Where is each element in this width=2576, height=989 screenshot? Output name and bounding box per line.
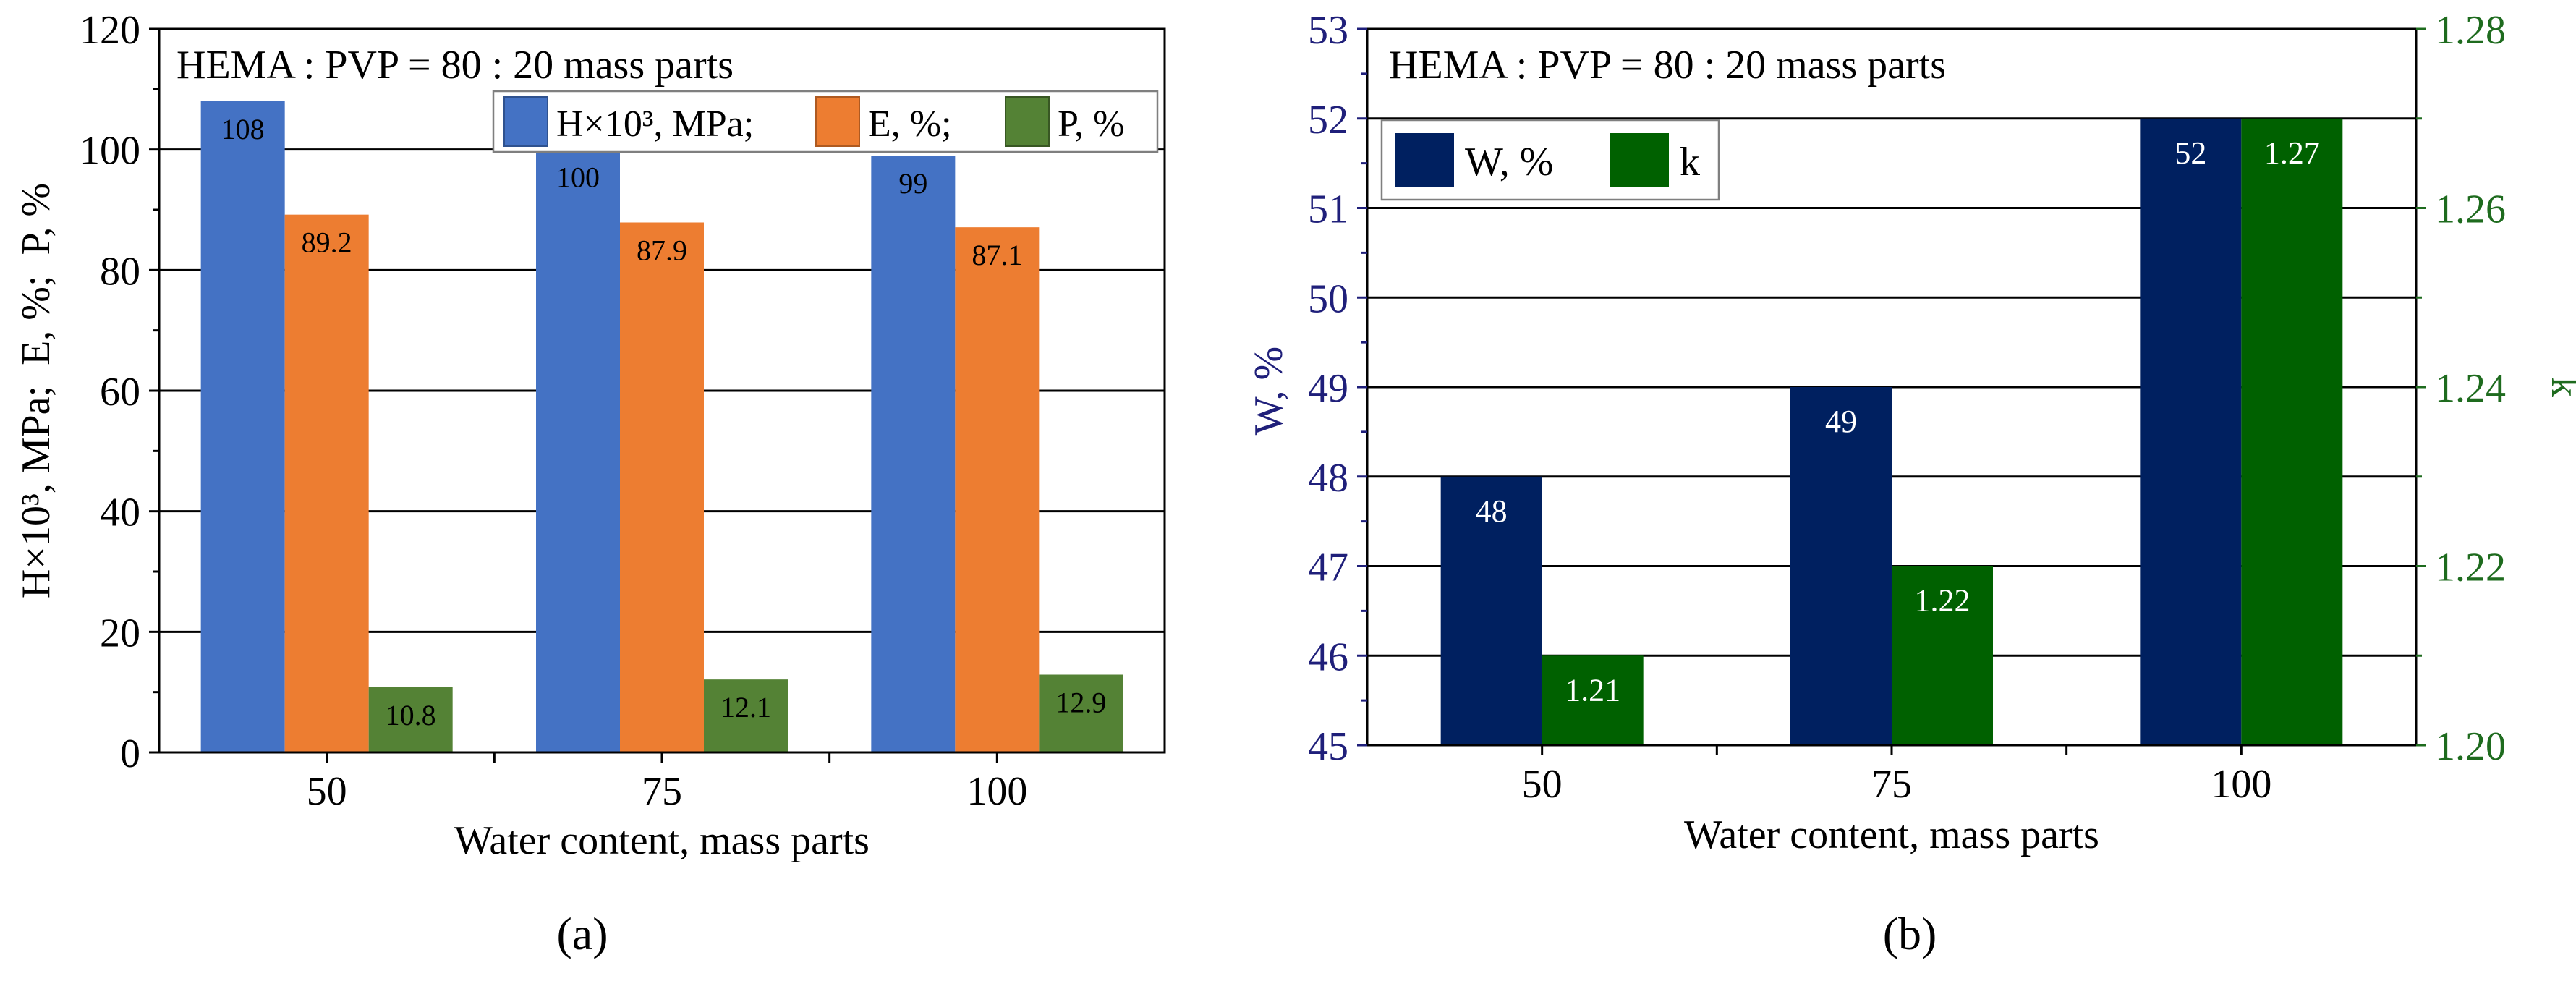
- y-tick-label: 0: [120, 731, 140, 776]
- y-tick-label-left: 50: [1308, 276, 1348, 321]
- bar-data-labels: 48 1.21 49 1.22 52 1.27: [1476, 135, 2320, 708]
- bar-p-100: [1039, 674, 1123, 752]
- bar-data-labels: 108 89.2 10.8 100 87.9 12.1 99 87.1 12.9: [221, 113, 1107, 731]
- bar-value-label: 87.1: [972, 239, 1022, 271]
- y-tick-label-left: 49: [1308, 366, 1348, 411]
- x-tick-label: 75: [1871, 762, 1912, 807]
- y-tick-label-right: 1.22: [2435, 546, 2506, 590]
- bar-p-50: [368, 687, 453, 752]
- panel-caption-a: (a): [556, 908, 608, 959]
- legend-label-h: H×10³, MPa;: [556, 103, 754, 145]
- chart-title: HEMA : PVP = 80 : 20 mass parts: [177, 43, 734, 88]
- bar-k-50: [1542, 655, 1644, 745]
- legend: W, % k: [1380, 119, 1720, 201]
- legend-label-k: k: [1680, 140, 1700, 184]
- bar-value-label: 1.27: [2264, 135, 2320, 171]
- bar-w-50: [1440, 476, 1542, 745]
- y-axis-ticks-left: 45 46 47 48 49 50 51 52 53: [1308, 8, 1367, 769]
- x-tick-label: 50: [1522, 762, 1563, 807]
- bar-h-10-mpa-50: [200, 101, 285, 752]
- bar-w-75: [1790, 387, 1892, 745]
- bar-w-100: [2140, 118, 2242, 745]
- bar-group: [200, 101, 1123, 753]
- y-tick-label-left: 48: [1308, 456, 1348, 501]
- legend-swatch-h: [503, 96, 548, 147]
- legend-swatch-p: [1005, 96, 1050, 147]
- bar-value-label: 49: [1825, 404, 1857, 439]
- bar-value-label: 1.22: [1915, 583, 1971, 619]
- bar-k-100: [2241, 118, 2343, 745]
- x-axis-title: Water content, mass parts: [454, 818, 870, 863]
- legend-label-w: W, %: [1465, 140, 1553, 184]
- legend: H×10³, MPa; E, %; P, %: [492, 90, 1159, 153]
- bar-group: [1440, 118, 2343, 745]
- x-axis-ticks: 50 75 100: [307, 752, 1027, 814]
- y-tick-label-right: 1.26: [2435, 187, 2506, 232]
- x-tick-label: 75: [642, 769, 682, 814]
- y-axis-title: H×10³, MPa; E, %; P, %: [14, 183, 59, 598]
- legend-swatch-k: [1610, 133, 1669, 187]
- legend-swatch-e: [815, 96, 860, 147]
- y-tick-label-left: 52: [1308, 98, 1348, 143]
- bar-p-75: [704, 679, 788, 752]
- y-axis-ticks-right: 1.20 1.22 1.24 1.26 1.28: [2416, 8, 2506, 769]
- bar-value-label: 89.2: [302, 226, 352, 259]
- bar-value-label: 100: [556, 161, 600, 194]
- y-tick-label-right: 1.20: [2435, 724, 2506, 769]
- y-axis-title-right: k: [2543, 377, 2576, 397]
- y-tick-label-left: 51: [1308, 187, 1348, 232]
- y-tick-label: 20: [100, 611, 140, 655]
- y-tick-label-left: 47: [1308, 546, 1348, 590]
- bar-value-label: 52: [2175, 135, 2206, 171]
- y-axis-ticks: 0 20 40 60 80 100 120: [80, 8, 159, 776]
- y-tick-label: 100: [80, 129, 140, 174]
- bar-h-10-mpa-75: [536, 149, 620, 752]
- y-tick-label: 40: [100, 491, 140, 535]
- bar-e-100: [955, 227, 1040, 753]
- bar-e-50: [284, 214, 369, 753]
- bar-value-label: 48: [1476, 493, 1508, 529]
- bar-value-label: 12.9: [1055, 687, 1106, 719]
- y-tick-label: 120: [80, 8, 140, 53]
- legend-swatch-w: [1395, 133, 1454, 187]
- bar-value-label: 87.9: [637, 234, 687, 267]
- bar-value-label: 10.8: [386, 699, 436, 731]
- x-tick-label: 50: [307, 769, 347, 814]
- x-axis-ticks: 50 75 100: [1522, 745, 2271, 807]
- y-tick-label-left: 53: [1308, 8, 1348, 53]
- bar-value-label: 12.1: [720, 691, 771, 723]
- bar-k-75: [1892, 566, 1993, 745]
- y-tick-label-left: 45: [1308, 724, 1348, 769]
- x-axis-title: Water content, mass parts: [1684, 812, 2099, 857]
- x-tick-label: 100: [966, 769, 1027, 814]
- bar-value-label: 1.21: [1565, 672, 1620, 708]
- bar-h-10-mpa-100: [871, 156, 956, 752]
- bar-e-75: [620, 222, 704, 752]
- y-tick-label: 80: [100, 249, 140, 294]
- chart-title: HEMA : PVP = 80 : 20 mass parts: [1389, 43, 1946, 88]
- panel-caption-b: (b): [1883, 908, 1937, 959]
- bar-value-label: 99: [898, 167, 927, 200]
- legend-label-p: P, %: [1058, 103, 1124, 145]
- y-tick-label-right: 1.24: [2435, 366, 2506, 411]
- y-tick-label-right: 1.28: [2435, 8, 2506, 53]
- y-axis-title-left: W, %: [1246, 347, 1291, 435]
- chart-panel-a: 0 20 40 60 80 100 120 50 75 100 108 89.2 10.8 100 87…: [14, 8, 1166, 959]
- y-tick-label: 60: [100, 370, 140, 415]
- y-tick-label-left: 46: [1308, 634, 1348, 679]
- legend-label-e: E, %;: [868, 103, 952, 145]
- bar-value-label: 108: [221, 113, 265, 145]
- x-tick-label: 100: [2211, 762, 2271, 807]
